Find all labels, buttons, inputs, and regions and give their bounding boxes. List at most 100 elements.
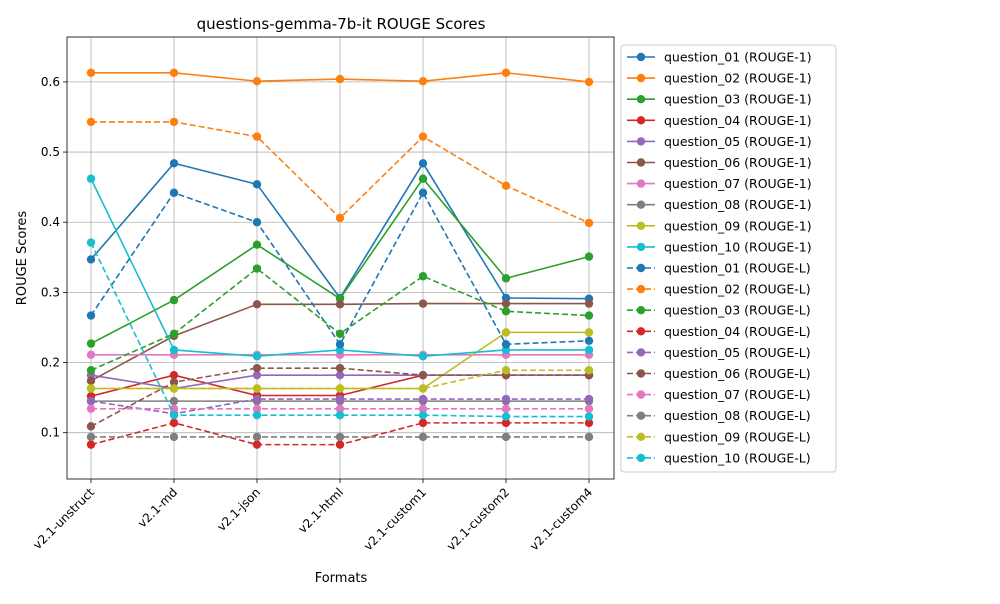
series-layer xyxy=(86,68,594,449)
data-point xyxy=(86,350,96,360)
legend-label: question_03 (ROUGE-1) xyxy=(664,92,812,107)
data-point xyxy=(252,77,262,86)
data-point xyxy=(252,370,262,380)
data-point xyxy=(169,295,179,305)
data-point xyxy=(418,352,428,361)
data-point xyxy=(501,366,511,375)
data-point xyxy=(252,384,262,393)
data-point xyxy=(584,218,594,228)
data-point xyxy=(584,299,594,308)
plot-frame xyxy=(66,36,615,480)
y-tick-label: 0.4 xyxy=(41,215,60,229)
data-point xyxy=(501,328,511,337)
y-tick-label: 0.2 xyxy=(41,356,60,370)
data-point xyxy=(584,418,594,428)
legend-label: question_07 (ROUGE-L) xyxy=(664,387,811,402)
legend-item: question_01 (ROUGE-1) xyxy=(627,50,812,65)
series-16 xyxy=(86,363,594,431)
legend-label: question_08 (ROUGE-1) xyxy=(664,197,812,212)
series-20 xyxy=(86,238,594,421)
data-point xyxy=(86,117,96,127)
data-point xyxy=(418,159,428,168)
data-point xyxy=(418,404,428,414)
legend-item: question_07 (ROUGE-L) xyxy=(627,387,811,402)
x-tick-label: v2.1-html xyxy=(295,485,346,536)
data-point xyxy=(169,188,179,197)
legend-label: question_10 (ROUGE-L) xyxy=(664,450,811,465)
data-point xyxy=(86,311,96,320)
data-point xyxy=(252,432,262,442)
legend-marker xyxy=(636,284,646,294)
data-point xyxy=(252,352,262,361)
legend-label: question_06 (ROUGE-L) xyxy=(664,366,811,381)
y-tick-label: 0.5 xyxy=(41,145,60,159)
data-point xyxy=(169,159,179,168)
legend-item: question_03 (ROUGE-L) xyxy=(627,303,811,318)
y-axis-label: ROUGE Scores xyxy=(15,211,30,306)
data-point xyxy=(418,384,428,393)
data-point xyxy=(86,255,96,264)
data-point xyxy=(418,77,428,86)
legend-marker xyxy=(636,52,646,62)
series-11 xyxy=(86,188,594,349)
legend-item: question_08 (ROUGE-L) xyxy=(627,408,811,423)
legend-marker xyxy=(636,73,646,83)
data-point xyxy=(501,432,511,442)
data-point xyxy=(584,432,594,442)
legend: question_01 (ROUGE-1) question_02 (ROUGE-… xyxy=(620,44,837,473)
x-tick-label: v2.1-custom2 xyxy=(444,485,512,553)
legend-item: question_02 (ROUGE-L) xyxy=(627,282,811,297)
data-point xyxy=(252,394,262,404)
legend-label: question_02 (ROUGE-L) xyxy=(664,282,811,297)
legend-marker xyxy=(636,221,646,230)
legend-item: question_06 (ROUGE-L) xyxy=(627,366,811,381)
data-point xyxy=(169,329,179,338)
legend-marker xyxy=(636,95,646,104)
data-point xyxy=(501,307,511,316)
legend-item: question_10 (ROUGE-L) xyxy=(627,450,811,465)
data-point xyxy=(252,363,262,373)
data-point xyxy=(418,410,428,420)
data-point xyxy=(86,174,96,183)
data-point xyxy=(86,422,96,431)
legend-item: question_07 (ROUGE-1) xyxy=(627,176,812,191)
x-tick-label: v2.1-unstruct xyxy=(30,485,97,552)
data-point xyxy=(418,394,428,404)
legend-item: question_09 (ROUGE-1) xyxy=(627,218,812,233)
legend-marker xyxy=(636,348,646,357)
data-point xyxy=(169,377,179,387)
x-tick-label: v2.1-custom4 xyxy=(527,485,595,553)
series-3 xyxy=(86,174,594,348)
legend-item: question_05 (ROUGE-L) xyxy=(627,345,811,360)
data-point xyxy=(335,340,345,349)
series-19 xyxy=(86,366,594,393)
legend-marker xyxy=(636,200,646,209)
legend-label: question_01 (ROUGE-L) xyxy=(664,261,811,276)
data-point xyxy=(418,174,428,183)
legend-label: question_07 (ROUGE-1) xyxy=(664,176,812,191)
data-point xyxy=(86,396,96,406)
y-tick-label: 0.6 xyxy=(41,75,60,89)
legend-marker xyxy=(636,390,646,399)
data-point xyxy=(169,404,179,414)
data-point xyxy=(584,394,594,404)
data-point xyxy=(418,272,428,281)
data-point xyxy=(252,180,262,189)
data-point xyxy=(252,264,262,273)
data-point xyxy=(584,412,594,421)
data-point xyxy=(501,68,511,77)
data-point xyxy=(169,384,179,393)
data-point xyxy=(501,299,511,308)
legend-item: question_04 (ROUGE-L) xyxy=(627,324,811,339)
legend-label: question_08 (ROUGE-L) xyxy=(664,408,811,423)
legend-label: question_01 (ROUGE-1) xyxy=(664,50,812,65)
data-point xyxy=(584,404,594,414)
legend-marker xyxy=(636,306,646,315)
data-point xyxy=(501,412,511,421)
data-point xyxy=(86,384,96,393)
data-point xyxy=(418,188,428,197)
data-point xyxy=(335,363,345,373)
data-point xyxy=(335,394,345,404)
